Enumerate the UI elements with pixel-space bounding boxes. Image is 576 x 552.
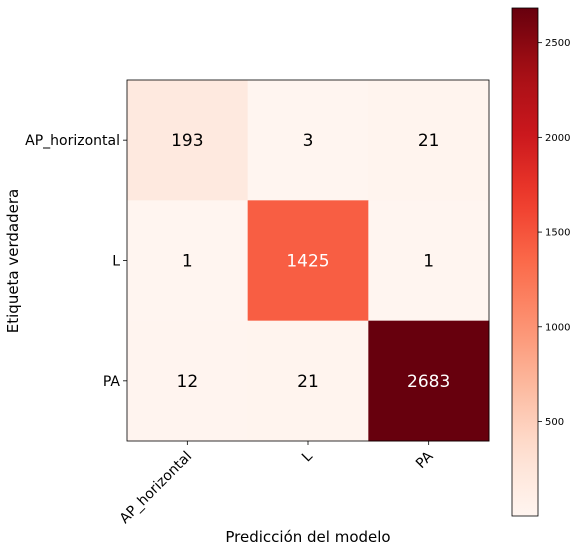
colorbar-tick-label: 1000 [545,322,570,333]
cell-value-label: 21 [297,372,319,392]
x-axis-ticks: AP_horizontal L PA [117,441,437,527]
colorbar-tick-label: 2500 [545,38,570,49]
cell-value-label: 1425 [286,252,329,272]
y-axis-title: Etiqueta verdadera [4,189,22,333]
cell-value-label: 3 [303,131,314,151]
x-tick-label: PA [413,448,437,472]
heatmap-cell [368,200,490,322]
colorbar-ticks: 500 1000 1500 2000 2500 [538,38,570,428]
y-tick-label: AP_horizontal [25,133,120,149]
colorbar [511,7,539,517]
y-tick-label: L [112,254,120,270]
cell-value-label: 21 [418,131,440,151]
colorbar-tick-label: 500 [545,417,564,428]
heatmap-cell [368,320,490,442]
colorbar-tick-label: 1500 [545,228,570,239]
x-tick-label: AP_horizontal [117,449,195,527]
x-axis-title: Predicción del modelo [225,528,390,546]
y-axis-ticks: AP_horizontal L PA [25,133,127,390]
y-tick-label: PA [103,374,121,390]
heatmap-cell [127,200,249,322]
heatmap-cell [368,80,490,201]
cell-value-label: 193 [171,131,203,151]
heatmap-cell [247,80,369,201]
heatmap-cell [247,320,369,442]
colorbar-tick-label: 2000 [545,133,570,144]
heatmap-cell [127,320,249,442]
cell-value-label: 1 [423,252,434,272]
cell-value-label: 2683 [407,372,450,392]
cell-value-label: 1 [182,252,193,272]
x-tick-label: L [299,448,316,465]
cell-value-label: 12 [177,372,199,392]
heatmap-cell [247,200,369,322]
heatmap-cell [127,80,249,201]
heatmap-cells: 193 3 21 1 1425 1 12 21 2683 [127,80,490,442]
